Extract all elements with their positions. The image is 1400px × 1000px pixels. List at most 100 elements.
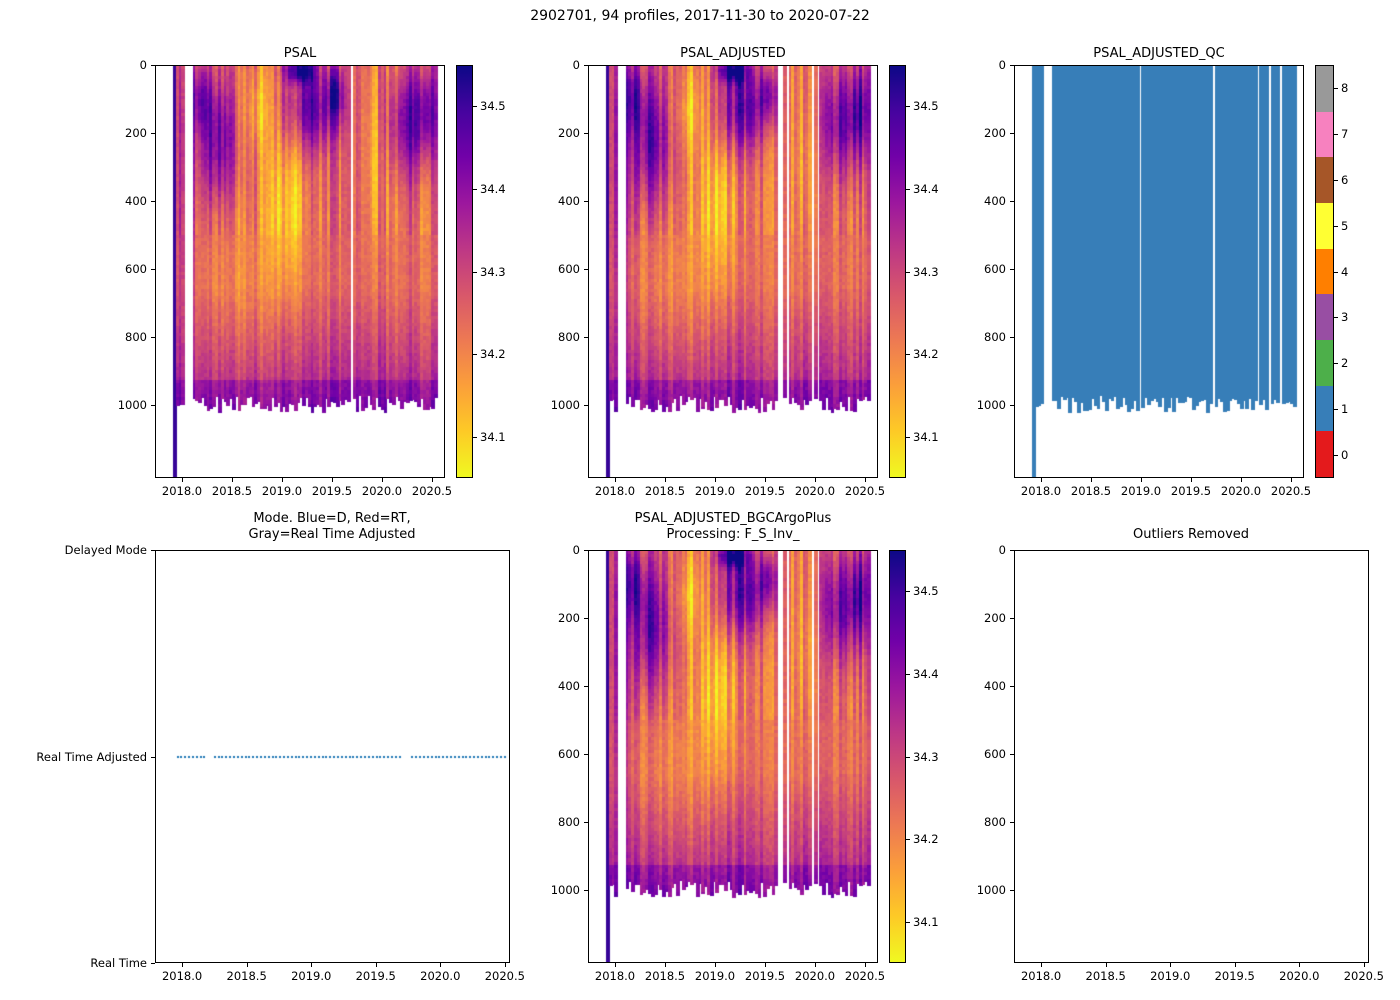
y-tick-label: 800 <box>984 814 1006 829</box>
mode-line-canvas <box>156 551 509 962</box>
subplot-bgc-title-line1: PSAL_ADJUSTED_BGCArgoPlus <box>634 511 832 526</box>
x-tick-label: 2019.0 <box>694 484 736 498</box>
y-tick <box>1010 550 1014 551</box>
colorbar-tick-label: 6 <box>1341 172 1349 187</box>
subplot-psal-adjusted-title: PSAL_ADJUSTED <box>680 46 786 61</box>
x-tick <box>1091 478 1092 482</box>
x-tick-label: 2018.5 <box>1070 484 1112 498</box>
colorbar-tick-label: 34.4 <box>480 181 506 196</box>
x-tick-label: 2019.0 <box>694 969 736 983</box>
x-tick <box>865 963 866 967</box>
y-tick <box>584 685 588 687</box>
x-tick <box>1299 963 1301 967</box>
y-tick <box>151 963 155 964</box>
y-tick <box>584 132 588 134</box>
x-tick-label: 2020.5 <box>411 484 453 498</box>
x-tick <box>665 963 666 967</box>
y-tick <box>584 753 588 755</box>
subplot-mode-title: Mode. Blue=D, Red=RT, Gray=Real Time Adj… <box>249 511 416 543</box>
x-tick-label: 2019.0 <box>261 484 303 498</box>
y-tick-label: 0 <box>998 543 1006 557</box>
x-tick-label: 2018.5 <box>644 484 686 498</box>
y-tick-label: 400 <box>984 678 1006 693</box>
colorbar-tick <box>1334 455 1338 457</box>
y-tick <box>584 404 588 406</box>
y-tick-label: 0 <box>572 58 580 72</box>
subplot-bgc-title-line2: Processing: F_S_Inv_ <box>666 527 800 542</box>
colorbar-tick <box>1334 133 1338 135</box>
colorbar-tick <box>906 839 910 841</box>
x-tick-label: 2020.5 <box>1343 969 1384 983</box>
y-tick <box>151 132 155 134</box>
colorbar-segment <box>1316 66 1333 112</box>
x-tick-label: 2020.0 <box>794 969 836 983</box>
colorbar-tick <box>906 106 910 108</box>
y-tick-label: 600 <box>125 261 147 276</box>
colorbar-discrete <box>1315 65 1334 478</box>
y-tick <box>1010 200 1014 202</box>
x-tick <box>765 963 766 967</box>
x-tick <box>715 478 716 482</box>
subplot-mode-title-line2: Gray=Real Time Adjusted <box>248 527 416 542</box>
colorbar-tick-label: 8 <box>1341 80 1349 95</box>
colorbar-tick <box>473 354 477 356</box>
y-tick <box>1010 132 1014 134</box>
subplot-outliers-axes <box>1014 550 1369 963</box>
x-tick-label: 2018.5 <box>1085 969 1126 983</box>
colorbar-tick-label: 0 <box>1341 448 1349 463</box>
y-tick <box>1010 889 1014 891</box>
y-tick-label: 400 <box>125 193 147 208</box>
y-tick-label: 800 <box>558 814 580 829</box>
y-tick <box>1010 268 1014 270</box>
x-tick <box>440 963 442 967</box>
colorbar-tick <box>1334 317 1338 319</box>
x-tick-label: 2020.5 <box>844 969 886 983</box>
y-tick <box>584 550 588 551</box>
y-tick-label: 400 <box>984 193 1006 208</box>
colorbar-tick <box>473 271 477 273</box>
colorbar-tick <box>1334 271 1338 273</box>
x-tick-label: 2019.0 <box>1120 484 1162 498</box>
y-category-label: Delayed Mode <box>64 543 147 557</box>
colorbar-tick <box>906 591 910 593</box>
x-tick <box>432 478 433 482</box>
x-tick-label: 2020.0 <box>1279 969 1320 983</box>
y-tick-label: 600 <box>984 746 1006 761</box>
colorbar-tick-label: 34.1 <box>913 914 939 929</box>
colorbar-tick <box>906 921 910 923</box>
x-tick <box>865 478 866 482</box>
y-tick <box>1010 617 1014 619</box>
x-tick <box>182 963 184 967</box>
qc-heatmap-canvas <box>1015 66 1303 477</box>
colorbar-tick-label: 1 <box>1341 402 1349 417</box>
y-tick <box>584 200 588 202</box>
x-tick-label: 2020.0 <box>361 484 403 498</box>
colorbar-segment <box>1316 431 1333 477</box>
colorbar-tick <box>906 436 910 438</box>
x-tick-label: 2019.5 <box>744 484 786 498</box>
y-tick-label: 200 <box>984 610 1006 625</box>
subplot-qc-axes <box>1014 65 1304 478</box>
subplot-bgc-axes <box>588 550 878 963</box>
colorbar-tick <box>906 188 910 190</box>
colorbar-tick-label: 5 <box>1341 218 1349 233</box>
y-tick-label: 200 <box>558 125 580 140</box>
x-tick-label: 2020.5 <box>1270 484 1312 498</box>
x-tick <box>665 478 666 482</box>
subplot-psal-axes <box>155 65 445 478</box>
colorbar-tick <box>473 436 477 438</box>
colorbar-tick-label: 2 <box>1341 356 1349 371</box>
colorbar-tick-label: 34.1 <box>913 429 939 444</box>
colorbar-tick-label: 34.4 <box>913 181 939 196</box>
x-tick <box>1363 963 1365 967</box>
x-tick-label: 2018.0 <box>594 484 636 498</box>
x-tick <box>332 478 333 482</box>
colorbar-tick <box>1334 179 1338 181</box>
x-tick-label: 2020.0 <box>420 969 461 983</box>
y-tick <box>584 617 588 619</box>
y-category-label: Real Time Adjusted <box>36 749 147 764</box>
subplot-mode-axes <box>155 550 510 963</box>
colorbar-tick-label: 34.5 <box>480 99 506 114</box>
x-tick <box>311 963 313 967</box>
